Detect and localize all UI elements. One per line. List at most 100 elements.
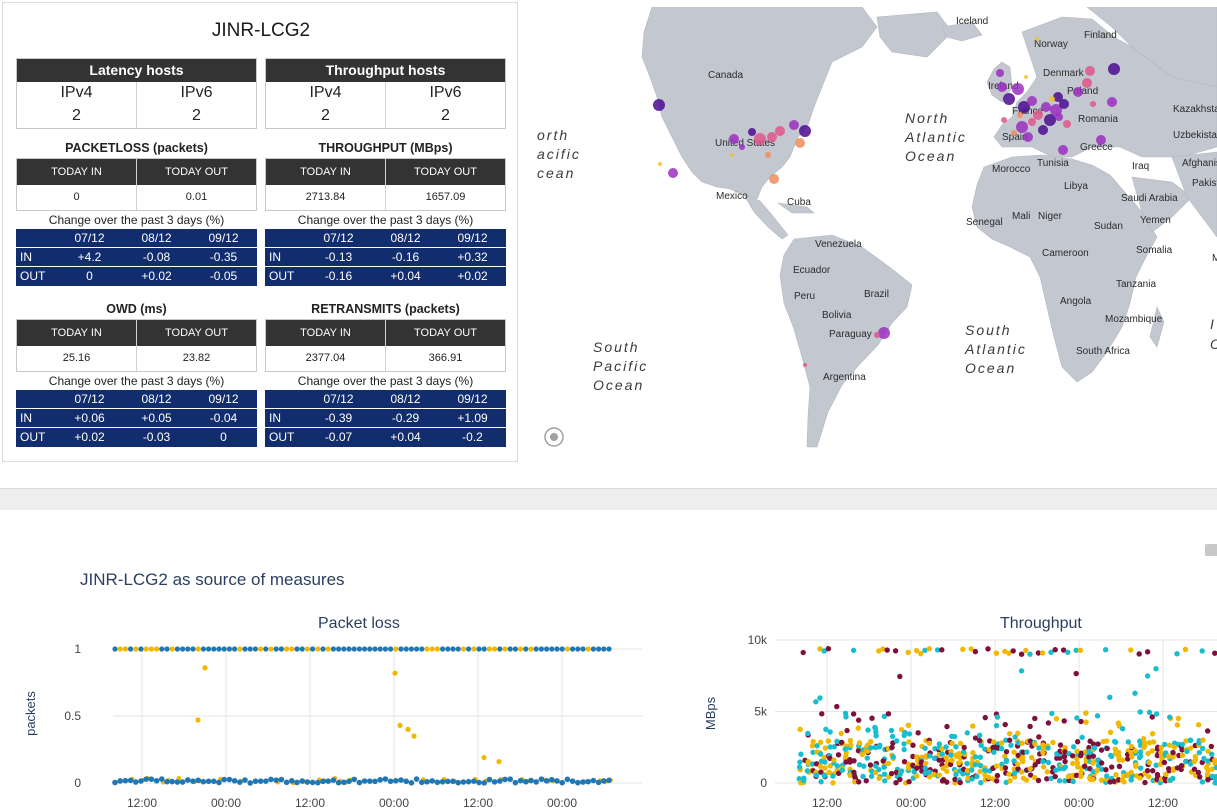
section-divider	[0, 488, 1217, 510]
latency-hosts-title: Latency hosts	[17, 59, 256, 82]
site-marker[interactable]	[996, 69, 1004, 77]
site-marker[interactable]	[1018, 101, 1030, 113]
site-marker[interactable]	[997, 82, 1007, 92]
throughput-point	[1153, 762, 1159, 768]
site-marker[interactable]	[1017, 112, 1023, 118]
throughput-point	[823, 726, 829, 733]
site-marker[interactable]	[653, 99, 665, 111]
site-marker[interactable]	[1023, 132, 1033, 142]
site-marker[interactable]	[769, 174, 779, 184]
throughput-point	[1073, 772, 1080, 779]
site-marker[interactable]	[1108, 63, 1120, 75]
site-marker[interactable]	[1096, 135, 1106, 145]
site-marker[interactable]	[1044, 114, 1056, 126]
site-marker[interactable]	[1107, 97, 1117, 107]
site-marker[interactable]	[748, 128, 756, 136]
site-marker[interactable]	[1038, 125, 1048, 135]
site-marker[interactable]	[739, 144, 745, 150]
throughput-point	[1061, 718, 1067, 724]
site-marker[interactable]	[775, 126, 785, 136]
throughput-point	[1062, 758, 1068, 765]
throughput-point	[1124, 756, 1131, 762]
throughput-point	[1142, 779, 1148, 786]
throughput-point	[850, 647, 857, 654]
site-marker[interactable]	[765, 152, 771, 158]
site-marker[interactable]	[1090, 101, 1096, 107]
throughput-point	[986, 747, 992, 753]
throughput-point	[1069, 753, 1076, 759]
site-marker[interactable]	[1012, 83, 1024, 95]
packet-loss-point	[174, 779, 181, 785]
site-marker[interactable]	[658, 162, 662, 166]
packet-loss-chart[interactable]: 0 0.5 1 12:00 00:00 12:00 00:00 12:00 00:00	[55, 638, 655, 812]
throughput-point	[970, 750, 976, 756]
site-marker[interactable]	[729, 134, 739, 144]
packet-loss-point	[580, 779, 586, 785]
throughput-point	[804, 768, 811, 774]
site-marker[interactable]	[1028, 118, 1036, 126]
site-marker[interactable]	[1082, 78, 1092, 88]
packet-loss-point	[206, 646, 212, 652]
camera-icon[interactable]	[1205, 544, 1217, 556]
throughput-point	[1073, 670, 1079, 677]
throughput-point	[1070, 760, 1076, 767]
site-marker[interactable]	[1073, 87, 1083, 97]
site-marker[interactable]	[1059, 99, 1069, 109]
packet-loss-point	[445, 778, 451, 785]
packet-loss-point	[388, 646, 394, 652]
site-marker[interactable]	[795, 138, 805, 148]
site-marker[interactable]	[754, 133, 766, 145]
throughput-point	[897, 673, 903, 680]
retransmits-metric: RETRANSMITS (packets) TODAY IN 2377.04 T…	[265, 300, 506, 447]
site-marker[interactable]	[1049, 96, 1055, 102]
throughput-point	[1011, 770, 1018, 776]
site-marker[interactable]	[730, 153, 734, 157]
site-marker[interactable]	[1058, 145, 1068, 155]
owd-title: OWD (ms)	[106, 302, 167, 316]
site-marker[interactable]	[1053, 92, 1063, 102]
packet-loss-point	[202, 665, 208, 671]
site-marker[interactable]	[668, 168, 678, 178]
throughput-point	[1014, 761, 1021, 767]
site-marker[interactable]	[1041, 102, 1051, 112]
site-marker[interactable]	[1024, 75, 1028, 79]
map-label: Finland	[1084, 30, 1117, 41]
throughput-point	[918, 650, 924, 657]
throughput-point	[939, 647, 945, 653]
packet-loss-point	[575, 779, 581, 786]
world-map[interactable]: IcelandFinlandNorwayCanadaDenmarkIreland…	[532, 7, 1217, 455]
throughput-point	[953, 744, 959, 750]
throughput-point	[1065, 649, 1071, 656]
throughput-point	[848, 742, 854, 748]
packet-loss-point	[372, 646, 378, 652]
site-marker[interactable]	[799, 125, 811, 137]
site-marker[interactable]	[1003, 93, 1015, 105]
site-marker[interactable]	[1011, 130, 1017, 136]
throughput-point	[1052, 646, 1058, 653]
throughput-chart[interactable]: 0 5k 10k 12:00 00:00 12:00 00:00 12:00	[735, 630, 1217, 812]
throughput-point	[1128, 777, 1134, 783]
site-marker[interactable]	[1035, 37, 1039, 41]
world-map-panel[interactable]: IcelandFinlandNorwayCanadaDenmarkIreland…	[532, 7, 1217, 455]
site-marker[interactable]	[878, 327, 890, 339]
packet-loss-point	[419, 779, 425, 786]
site-marker[interactable]	[1033, 110, 1043, 120]
site-marker[interactable]	[1027, 96, 1037, 106]
site-marker[interactable]	[803, 363, 807, 367]
throughput-point	[1018, 668, 1025, 674]
site-marker[interactable]	[789, 120, 799, 130]
map-label: Yemen	[1140, 215, 1171, 226]
site-marker[interactable]	[1055, 113, 1063, 121]
site-marker[interactable]	[1001, 117, 1007, 123]
packet-loss-point	[122, 646, 128, 652]
retransmits-in-row-cell: -0.39	[324, 411, 353, 425]
site-marker[interactable]	[1063, 120, 1071, 128]
packet-loss-point	[450, 646, 456, 652]
site-marker[interactable]	[1085, 66, 1095, 76]
site-marker[interactable]	[1016, 121, 1028, 133]
map-label: Tunisia	[1037, 158, 1069, 169]
packet-loss-point	[278, 646, 284, 652]
throughput-point	[817, 739, 824, 745]
site-marker[interactable]	[767, 132, 777, 142]
site-marker[interactable]	[874, 332, 880, 338]
